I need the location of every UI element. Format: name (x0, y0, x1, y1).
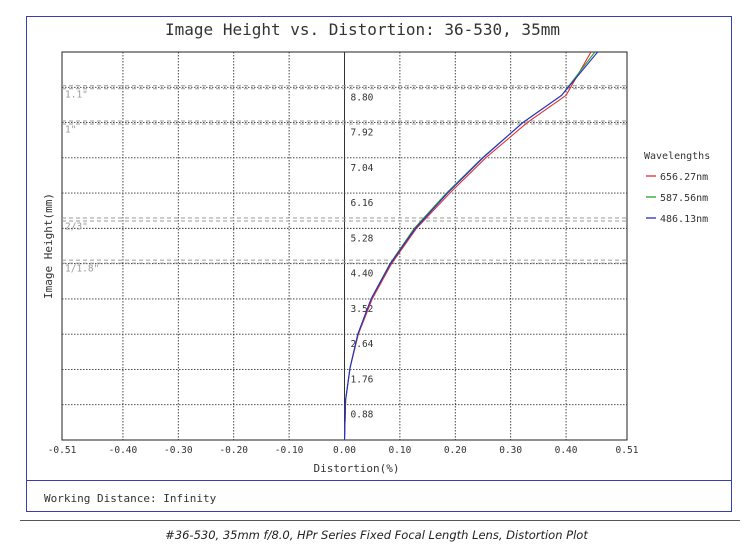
caption-divider (20, 520, 740, 521)
sensor-marker-label: 1" (65, 125, 76, 136)
sensor-marker-label: 1.1" (65, 89, 88, 100)
y-tick-label: 7.92 (351, 128, 374, 139)
y-axis-label: Image Height(mm) (42, 193, 55, 299)
y-tick-label: 1.76 (351, 374, 374, 385)
x-tick-label: -0.10 (275, 445, 304, 456)
footer-divider (27, 480, 731, 481)
sensor-marker-label: 1/1.8" (65, 264, 99, 275)
series-group (343, 52, 599, 440)
x-tick-label: -0.30 (164, 445, 193, 456)
x-tick-label: -0.20 (219, 445, 248, 456)
y-tick-label: 8.80 (351, 92, 374, 103)
y-tick-label: 7.04 (351, 163, 374, 174)
y-tick-label: 2.64 (351, 339, 374, 350)
legend-label: 587.56nm (660, 193, 708, 204)
x-tick-label: 0.10 (388, 445, 411, 456)
x-tick-label: 0.20 (444, 445, 467, 456)
x-tick-label: 0.51 (616, 445, 639, 456)
legend-label: 486.13nm (660, 214, 708, 225)
x-tick-label: 0.40 (555, 445, 578, 456)
series-line-587.56nm (343, 52, 596, 440)
legend-title: Wavelengths (644, 151, 710, 162)
chart-title: Image Height vs. Distortion: 36-530, 35m… (165, 20, 560, 39)
x-tick-label: 0.30 (499, 445, 522, 456)
working-distance-label: Working Distance: Infinity (44, 492, 217, 505)
y-tick-label: 0.88 (351, 410, 374, 421)
chart-frame (26, 16, 732, 512)
y-tick-label: 4.40 (351, 269, 374, 280)
x-axis-label: Distortion(%) (313, 462, 399, 475)
x-tick-label: -0.51 (48, 445, 77, 456)
sensor-marker-label: 2/3" (65, 222, 88, 233)
legend-label: 656.27nm (660, 172, 708, 183)
x-tick-label: -0.40 (109, 445, 138, 456)
series-line-656.27nm (343, 52, 592, 440)
y-tick-label: 3.52 (351, 304, 374, 315)
y-tick-label: 5.28 (351, 233, 374, 244)
figure-caption: #36-530, 35mm f/8.0, HPr Series Fixed Fo… (165, 528, 588, 542)
y-tick-label: 6.16 (351, 198, 374, 209)
series-line-486.13nm (343, 52, 599, 440)
x-tick-label: 0.00 (333, 445, 356, 456)
